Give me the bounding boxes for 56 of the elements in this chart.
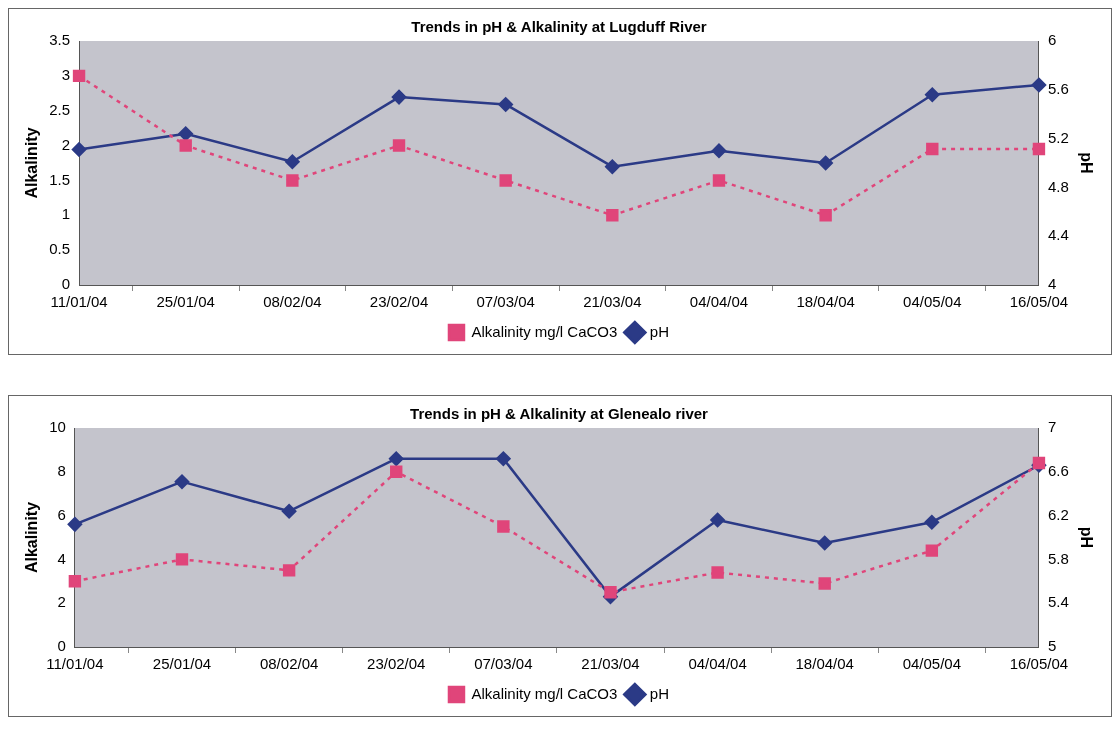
y2-axis-title: pH bbox=[1077, 526, 1095, 549]
y-tick-label: 1 bbox=[61, 205, 71, 223]
x-tick-label: 18/04/04 bbox=[796, 293, 855, 311]
y-tick-label: 2 bbox=[57, 593, 66, 611]
y-tick-label: 1.5 bbox=[49, 170, 71, 188]
y2-tick-label: 7 bbox=[1047, 418, 1057, 436]
y2-tick-label: 4.8 bbox=[1047, 177, 1069, 195]
y-tick-label: 4 bbox=[57, 549, 66, 567]
x-tick-label: 25/01/04 bbox=[152, 655, 212, 673]
y2-tick-label: 6.2 bbox=[1047, 505, 1069, 523]
y-axis-title: Alkalinity bbox=[23, 127, 41, 199]
x-tick-label: 23/02/04 bbox=[369, 293, 429, 311]
y-axis-title: Alkalinity bbox=[23, 501, 41, 574]
y2-tick-label: 4.4 bbox=[1047, 226, 1069, 244]
x-tick-label: 23/02/04 bbox=[367, 655, 426, 673]
y2-tick-label: 5.4 bbox=[1047, 593, 1069, 611]
y-tick-label: 6 bbox=[57, 505, 66, 523]
y-tick-label: 2 bbox=[61, 135, 71, 153]
y2-tick-label: 6.6 bbox=[1047, 461, 1069, 479]
x-tick-label: 11/01/04 bbox=[50, 293, 108, 311]
y2-axis-title: pH bbox=[1077, 152, 1095, 174]
y-tick-label: 3 bbox=[61, 66, 71, 83]
x-tick-label: 21/03/04 bbox=[581, 655, 640, 673]
x-tick-label: 04/05/04 bbox=[902, 655, 962, 673]
legend-label: pH bbox=[649, 684, 670, 702]
x-tick-label: 08/02/04 bbox=[263, 293, 322, 311]
y-tick-label: 3.5 bbox=[49, 31, 71, 49]
x-tick-label: 25/01/04 bbox=[156, 293, 215, 311]
y2-tick-label: 5.6 bbox=[1047, 79, 1069, 97]
x-tick-label: 16/05/04 bbox=[1009, 655, 1069, 673]
y-tick-label: 0.5 bbox=[49, 240, 71, 258]
legend-label: Alkalinity mg/l CaCO3 bbox=[471, 684, 618, 702]
x-tick-label: 07/03/04 bbox=[474, 655, 533, 673]
y2-tick-label: 6 bbox=[1047, 31, 1057, 49]
x-tick-label: 04/04/04 bbox=[689, 293, 749, 311]
legend-label: Alkalinity mg/l CaCO3 bbox=[471, 322, 618, 340]
x-tick-label: 18/04/04 bbox=[795, 655, 854, 673]
chart-title: Trends in pH & Alkalinity at Glenealo river bbox=[410, 405, 709, 423]
x-tick-label: 07/03/04 bbox=[476, 293, 535, 311]
y2-tick-label: 5.8 bbox=[1047, 549, 1069, 567]
chart-title: Trends in pH & Alkalinity at Lugduff River bbox=[411, 18, 707, 36]
y-tick-label: 8 bbox=[57, 461, 66, 479]
y-tick-label: 0 bbox=[61, 275, 71, 293]
x-tick-label: 16/05/04 bbox=[1009, 293, 1069, 311]
x-tick-label: 21/03/04 bbox=[583, 293, 642, 311]
x-tick-label: 11/01/04 bbox=[46, 655, 104, 673]
x-tick-label: 04/04/04 bbox=[688, 655, 747, 673]
y2-tick-label: 5.2 bbox=[1047, 128, 1069, 146]
legend-label: pH bbox=[649, 322, 670, 340]
y2-tick-label: 5 bbox=[1047, 637, 1057, 655]
y-tick-label: 0 bbox=[57, 637, 66, 655]
y2-tick-label: 4 bbox=[1047, 275, 1057, 293]
x-tick-label: 04/05/04 bbox=[903, 293, 962, 311]
x-tick-label: 08/02/04 bbox=[259, 655, 319, 673]
y-tick-label: 2.5 bbox=[49, 100, 71, 118]
y-tick-label: 10 bbox=[49, 418, 66, 436]
